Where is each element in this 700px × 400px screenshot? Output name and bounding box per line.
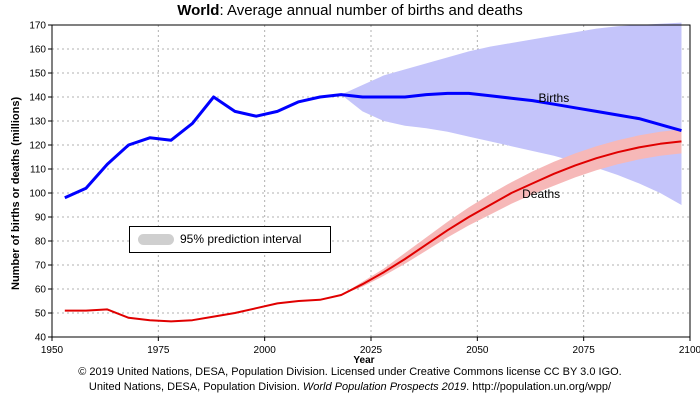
x-tick-label: 2100 [679,345,700,356]
y-tick-label: 50 [35,309,47,320]
y-tick-label: 130 [29,117,46,128]
deaths-prediction-band [341,129,682,295]
y-tick-label: 60 [35,285,47,296]
x-tick-label: 1975 [147,345,170,356]
legend-label: 95% prediction interval [180,232,302,246]
births-line [64,91,682,200]
x-tick-label: 2050 [466,345,489,356]
chart-title-bold: World [177,2,220,19]
credit-line-2: United Nations, DESA, Population Divisio… [0,381,700,393]
legend: 95% prediction interval [129,226,331,253]
y-tick-label: 70 [35,261,47,272]
y-tick-label: 110 [30,165,46,176]
prediction-bands [341,22,682,295]
y-tick-label: 40 [35,333,47,344]
births-prediction-band [341,22,682,205]
x-tick-label: 2000 [254,345,277,356]
y-tick-label: 120 [29,141,46,152]
axes [48,24,691,341]
credit-prefix: United Nations, DESA, Population Divisio… [88,381,303,393]
y-tick-label: 90 [35,213,47,224]
x-axis-label: Year [353,355,375,366]
y-tick-label: 100 [29,189,46,200]
series-labels: Births Deaths [522,91,569,201]
births-label: Births [539,91,570,105]
x-tick-label: 2025 [360,345,383,356]
y-tick-label: 80 [35,237,47,248]
y-tick-label: 140 [29,93,46,104]
y-tick-label: 150 [29,69,46,80]
y-tick-label: 160 [29,45,46,56]
chart-title: World: Average annual number of births a… [0,2,700,19]
tick-labels: 40 50 60 70 80 90 100 110 120 130 140 150 160 170 1950… [29,21,700,357]
credit-suffix: . http://population.un.org/wpp/ [466,381,612,393]
x-tick-label: 1950 [41,345,64,356]
deaths-line [64,140,682,323]
credit-publication: World Population Prospects 2019 [302,381,467,393]
deaths-label: Deaths [522,187,560,201]
x-tick-label: 2075 [573,345,596,356]
credit-line-1: © 2019 United Nations, DESA, Population … [78,366,622,378]
y-tick-label: 170 [29,21,46,32]
legend-swatch [138,234,174,245]
series-lines [64,91,682,323]
y-axis-label: Number of births or deaths (millions) [10,96,22,290]
chart-title-rest: : Average annual number of births and de… [219,2,523,19]
